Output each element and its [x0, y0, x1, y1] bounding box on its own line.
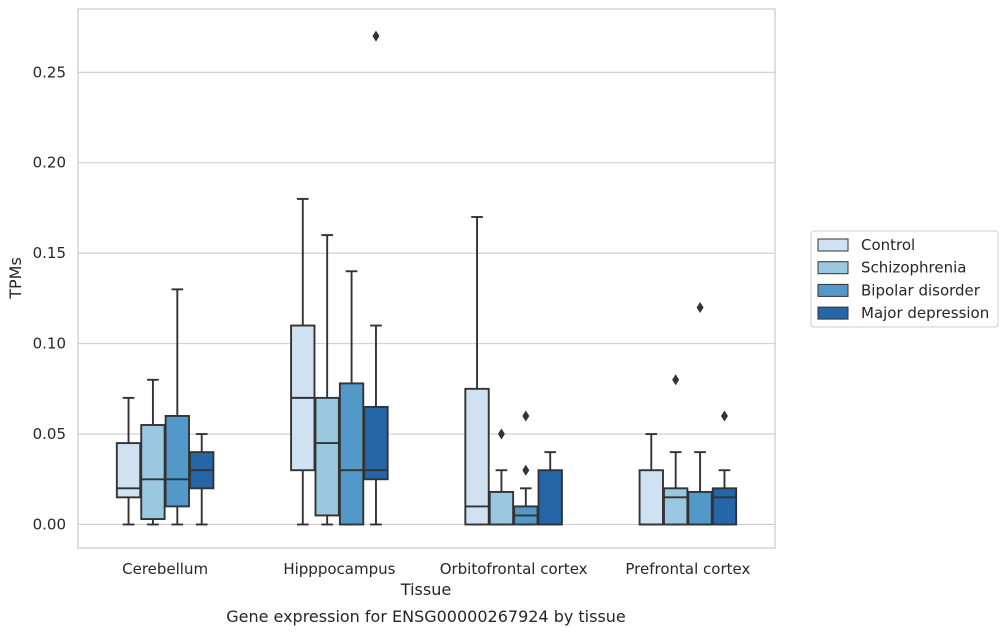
- box-iqr: [711, 487, 738, 526]
- box-iqr: [687, 490, 713, 526]
- grid-lines: [78, 71, 775, 526]
- box-iqr: [314, 396, 340, 517]
- box-iqr: [663, 487, 689, 526]
- x-tick-label: Prefrontal cortex: [625, 560, 750, 578]
- legend-label: Control: [861, 236, 915, 254]
- box-major-depression: [711, 410, 738, 526]
- box-bipolar-disorder: [164, 288, 190, 526]
- legend-label: Schizophrenia: [861, 259, 966, 277]
- legend-frame: [810, 230, 999, 328]
- y-axis-label: TPMs: [6, 257, 25, 300]
- outlier-marker: [522, 464, 530, 476]
- legend-swatch: [817, 238, 849, 252]
- box-schizophrenia: [140, 378, 166, 526]
- box-iqr: [115, 442, 142, 499]
- box-iqr: [638, 469, 664, 526]
- legend-swatch: [817, 283, 849, 297]
- outlier-marker: [672, 374, 680, 386]
- box-iqr: [537, 469, 563, 526]
- legend-swatch: [817, 306, 849, 320]
- outlier-marker: [720, 410, 728, 422]
- legend-swatch: [817, 261, 849, 275]
- x-tick-label: Cerebellum: [122, 560, 208, 578]
- box-bipolar-disorder: [338, 270, 365, 526]
- box-schizophrenia: [488, 428, 515, 526]
- box-control: [638, 433, 664, 526]
- chart-caption: Gene expression for ENSG00000267924 by t…: [226, 607, 626, 626]
- outlier-marker: [497, 428, 505, 440]
- plot-frame: [77, 8, 776, 549]
- x-axis-label: Tissue: [400, 580, 451, 599]
- box-iqr: [363, 405, 389, 481]
- box-series: [115, 30, 738, 526]
- x-tick-labels: Cerebellum Hipppocampus Orbitofrontal cort…: [122, 560, 750, 578]
- outlier-marker: [372, 30, 380, 42]
- y-tick-label: 0.25: [33, 63, 66, 81]
- legend-label: Major depression: [861, 304, 989, 322]
- box-control: [464, 216, 490, 526]
- box-major-depression: [363, 30, 389, 526]
- box-bipolar-disorder: [513, 410, 539, 526]
- box-major-depression: [189, 433, 215, 526]
- legend-label: Bipolar disorder: [861, 281, 981, 299]
- outlier-marker: [522, 410, 530, 422]
- box-bipolar-disorder: [687, 301, 713, 526]
- y-tick-label: 0.15: [33, 244, 66, 262]
- y-tick-label: 0.10: [33, 335, 66, 353]
- box-iqr: [464, 387, 490, 526]
- box-iqr: [164, 415, 190, 508]
- y-tick-label: 0.00: [33, 515, 66, 533]
- box-major-depression: [537, 451, 563, 526]
- x-tick-label: Orbitofrontal cortex: [440, 560, 588, 578]
- box-iqr: [140, 424, 166, 521]
- box-control: [290, 197, 316, 526]
- box-iqr: [338, 382, 365, 526]
- legend: Control Schizophrenia Bipolar disorder Majo…: [810, 230, 999, 328]
- box-iqr: [488, 490, 515, 526]
- box-control: [115, 396, 142, 526]
- y-tick-label: 0.20: [33, 154, 66, 172]
- x-tick-label: Hipppocampus: [283, 560, 395, 578]
- y-tick-label: 0.05: [33, 425, 66, 443]
- box-schizophrenia: [663, 374, 689, 526]
- outlier-marker: [696, 301, 704, 313]
- y-tick-labels: 0.00 0.05 0.10 0.15 0.20 0.25: [33, 63, 66, 533]
- box-schizophrenia: [314, 234, 340, 526]
